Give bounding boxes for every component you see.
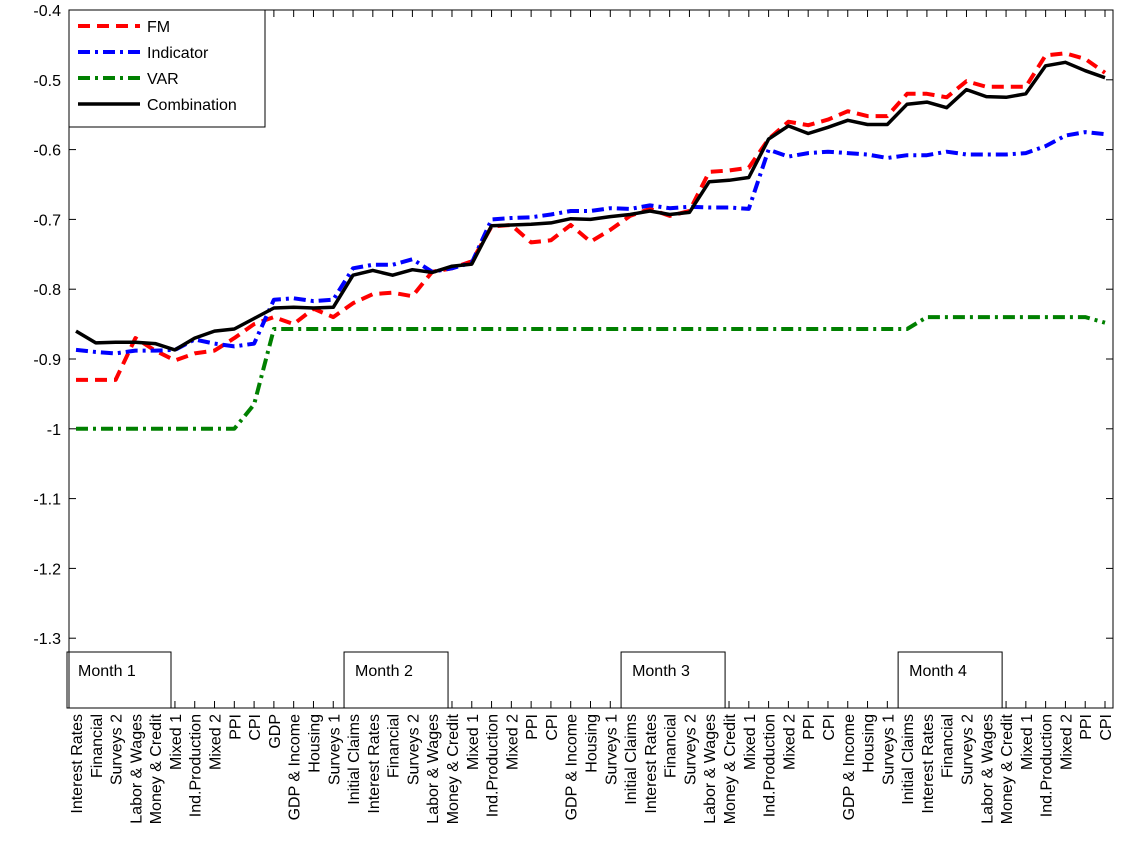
legend: FM Indicator VAR Combination (68, 9, 266, 128)
y-tick-label: -0.9 (33, 352, 61, 369)
month-annotation-box (897, 651, 1003, 709)
x-tick-label: CPI (544, 714, 561, 741)
x-tick-label: CPI (247, 714, 264, 741)
y-tick-label: -1.3 (33, 631, 61, 648)
x-tick-label: Labor & Wages (702, 714, 719, 824)
plot-frame (68, 9, 1114, 709)
x-tick-label: Surveys 2 (109, 714, 126, 785)
x-tick-label: CPI (821, 714, 838, 741)
month-annotation: Month 4 (897, 651, 1003, 709)
x-tick-label: Interest Rates (920, 714, 937, 814)
x-tick-label: Ind.Production (1039, 714, 1056, 817)
x-tick-label: GDP (267, 714, 284, 749)
x-tick-label: Interest Rates (69, 714, 86, 814)
x-tick-label: CPI (1098, 714, 1115, 741)
x-tick-label: GDP & Income (564, 714, 581, 821)
month-annotation-label: Month 3 (632, 663, 690, 680)
x-tick-label: Labor & Wages (128, 714, 145, 824)
legend-label-var: VAR (147, 71, 179, 88)
x-tick-label: Labor & Wages (425, 714, 442, 824)
month-annotation-box (343, 651, 449, 709)
month-annotation: Month 1 (66, 651, 172, 709)
month-annotations: Month 1 Month 2 Month 3 Month 4 (66, 651, 1003, 709)
month-annotation-label: Month 4 (909, 663, 967, 680)
x-tick-label: Surveys 1 (603, 714, 620, 785)
x-tick-label: Surveys 2 (959, 714, 976, 785)
x-tick-label: Housing (584, 714, 601, 773)
month-annotation: Month 2 (343, 651, 449, 709)
x-tick-label: Financial (940, 714, 957, 778)
legend-label-fm: FM (147, 19, 170, 36)
x-tick-label: Surveys 1 (326, 714, 343, 785)
x-tick-label: Labor & Wages (979, 714, 996, 824)
legend-label-combination: Combination (147, 97, 237, 114)
y-tick-label: -0.5 (33, 73, 61, 90)
x-tick-label: PPI (524, 714, 541, 740)
y-tick-label: -0.4 (33, 3, 61, 20)
x-tick-label: Mixed 1 (168, 714, 185, 770)
y-tick-label: -0.6 (33, 143, 61, 160)
y-tick-label: -1 (47, 422, 61, 439)
x-tick-label: Surveys 2 (682, 714, 699, 785)
x-tick-label: PPI (1078, 714, 1095, 740)
x-tick-label: Mixed 2 (1058, 714, 1075, 770)
x-tick-label: Money & Credit (148, 713, 165, 824)
x-tick-label: Initial Claims (900, 714, 917, 805)
x-tick-label: Housing (861, 714, 878, 773)
x-tick-label: Initial Claims (623, 714, 640, 805)
x-tick-label: PPI (801, 714, 818, 740)
month-annotation-box (620, 651, 726, 709)
y-tick-label: -0.8 (33, 282, 61, 299)
x-tick-label: Financial (386, 714, 403, 778)
x-tick-label: GDP & Income (287, 714, 304, 821)
x-tick-label: Mixed 1 (465, 714, 482, 770)
x-tick-label: Interest Rates (366, 714, 383, 814)
legend-label-indicator: Indicator (147, 45, 209, 62)
x-tick-label: Mixed 1 (1019, 714, 1036, 770)
x-tick-label: Ind.Production (762, 714, 779, 817)
series-line-combination (75, 60, 1106, 352)
series-line-var (76, 315, 1106, 431)
series-lines (75, 51, 1107, 431)
series-line-fm (76, 51, 1107, 382)
x-tick-label: Money & Credit (722, 713, 739, 824)
x-tick-label: PPI (227, 714, 244, 740)
month-annotation-label: Month 2 (355, 663, 413, 680)
x-tick-label: Financial (89, 714, 106, 778)
month-annotation: Month 3 (620, 651, 726, 709)
x-tick-label: Financial (663, 714, 680, 778)
x-axis: Interest Rates Financial Surveys 2 Labor & … (69, 10, 1115, 824)
x-tick-label: Mixed 2 (781, 714, 798, 770)
legend-box (68, 9, 266, 128)
x-tick-label: Mixed 1 (742, 714, 759, 770)
x-tick-label: Housing (306, 714, 323, 773)
x-tick-label: Initial Claims (346, 714, 363, 805)
y-tick-label: -1.1 (33, 492, 61, 509)
month-annotation-box (66, 651, 172, 709)
x-tick-label: Mixed 2 (208, 714, 225, 770)
series-line-indicator (75, 130, 1106, 356)
x-tick-label: Ind.Production (188, 714, 205, 817)
x-tick-label: Money & Credit (445, 713, 462, 824)
month-annotation-label: Month 1 (78, 663, 136, 680)
x-tick-label: GDP & Income (841, 714, 858, 821)
x-tick-label: Interest Rates (643, 714, 660, 814)
x-tick-label: Surveys 1 (880, 714, 897, 785)
y-axis: -1.3 -1.2 -1.1 -1 -0.9 -0.8 -0.7 -0.6 -0.5 -0.4 (33, 3, 1113, 648)
x-tick-label: Ind.Production (485, 714, 502, 817)
y-tick-label: -0.7 (33, 212, 61, 229)
x-tick-label: Money & Credit (999, 713, 1016, 824)
x-tick-label: Surveys 2 (405, 714, 422, 785)
y-tick-label: -1.2 (33, 561, 61, 578)
x-tick-label: Mixed 2 (504, 714, 521, 770)
